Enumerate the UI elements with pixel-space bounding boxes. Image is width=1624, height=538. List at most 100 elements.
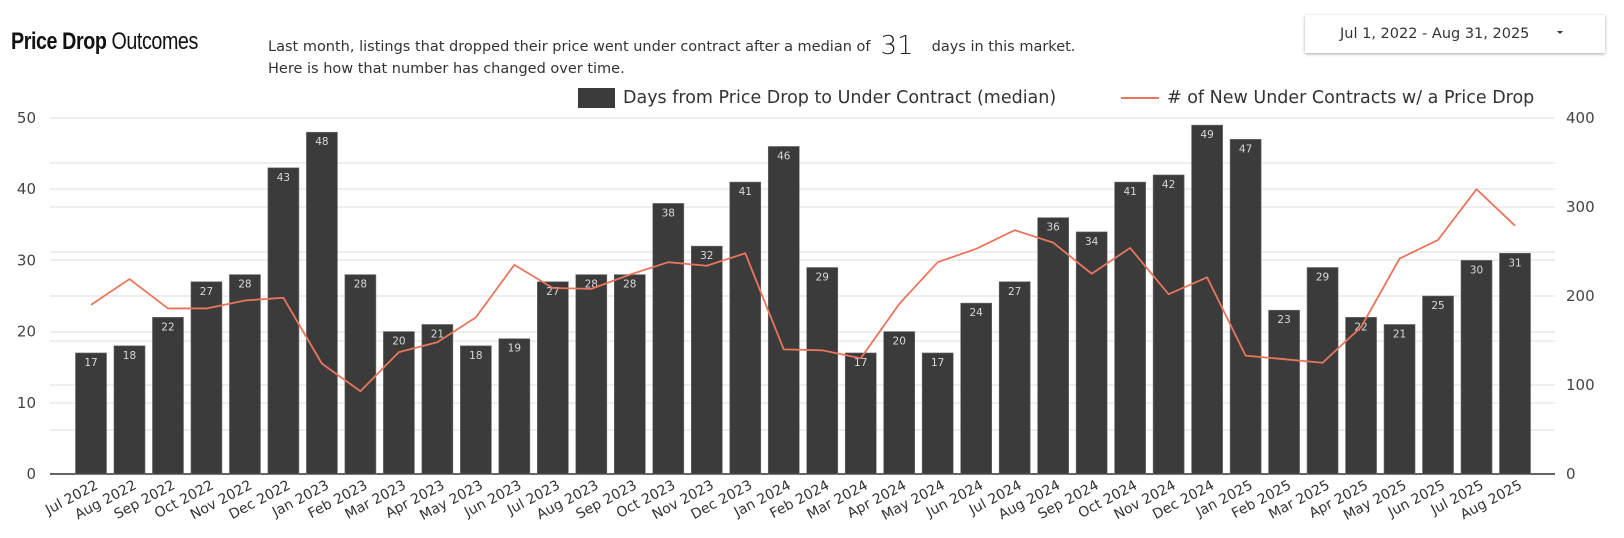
y-right-tick-label: 400 [1566, 109, 1595, 127]
y-left-tick-label: 40 [17, 180, 36, 198]
bar-value-label: 21 [431, 328, 444, 340]
bar-value-label: 23 [1277, 314, 1290, 326]
bar [306, 131, 338, 475]
bar [729, 181, 762, 475]
bar [229, 274, 261, 475]
bar-value-label: 27 [200, 286, 213, 298]
bar [75, 352, 107, 475]
bar-value-label: 25 [1431, 300, 1444, 312]
date-range-picker[interactable]: Jul 1, 2022 - Aug 31, 2025 [1305, 15, 1605, 53]
bar-value-label: 28 [238, 279, 251, 291]
bar-value-label: 20 [893, 336, 906, 348]
y-axis-left: 0 10 20 30 40 50 [17, 109, 36, 483]
bar-value-label: 19 [508, 343, 521, 355]
y-right-tick-label: 0 [1566, 465, 1576, 483]
legend-line-swatch [1121, 97, 1159, 99]
bar-value-label: 24 [970, 307, 984, 319]
bar-value-label: 18 [123, 350, 136, 362]
bar-value-label: 47 [1239, 143, 1252, 155]
bar-value-label: 17 [854, 357, 867, 369]
title-light: Outcomes [111, 28, 198, 55]
bar-value-label: 42 [1162, 179, 1175, 191]
description: Last month, listings that dropped their … [268, 32, 1075, 80]
bar [537, 281, 569, 475]
legend-bar-swatch [578, 88, 615, 108]
caret-down-icon [1557, 31, 1563, 34]
description-line-1: Last month, listings that dropped their … [268, 31, 1076, 61]
description-suffix: days in this market. [931, 39, 1076, 55]
bar [1268, 309, 1300, 475]
title-bold: Price Drop [11, 28, 107, 55]
bar [998, 281, 1031, 475]
bar-value-label: 29 [816, 272, 829, 284]
bar [921, 352, 954, 475]
legend-item-line[interactable]: # of New Under Contracts w/ a Price Drop [1121, 88, 1534, 108]
bar-value-label: 28 [623, 279, 636, 291]
bar-value-label: 41 [739, 186, 752, 198]
legend-item-bars[interactable]: Days from Price Drop to Under Contract (… [578, 88, 1056, 108]
bar-value-label: 48 [315, 136, 328, 148]
bar [1152, 174, 1185, 475]
bar [421, 324, 454, 475]
bar [460, 345, 492, 475]
bar [344, 274, 377, 475]
bar [806, 267, 839, 475]
bar [960, 302, 992, 475]
bar-value-label: 21 [1393, 328, 1406, 340]
y-left-tick-label: 30 [17, 251, 36, 269]
bar-value-label: 32 [700, 250, 713, 262]
bar-value-label: 43 [277, 172, 290, 184]
bar [652, 203, 685, 475]
y-right-tick-label: 200 [1566, 287, 1595, 305]
legend-bar-label: Days from Price Drop to Under Contract (… [623, 88, 1057, 108]
line-series [90, 188, 1516, 393]
y-left-tick-label: 10 [17, 394, 36, 412]
bar-value-label: 30 [1470, 264, 1483, 276]
bar [767, 146, 800, 475]
bar [1037, 217, 1069, 475]
bar [1499, 252, 1531, 475]
bar-value-label: 36 [1046, 222, 1060, 234]
bar-value-label: 17 [931, 357, 944, 369]
bar [113, 345, 146, 475]
y-right-tick-label: 100 [1566, 376, 1595, 394]
bar-value-label: 20 [392, 336, 405, 348]
description-prefix: Last month, listings that dropped their … [268, 39, 871, 55]
bar-value-label: 34 [1085, 236, 1099, 248]
y-left-tick-label: 0 [26, 465, 36, 483]
bar-value-label: 31 [1508, 257, 1521, 269]
description-line-2: Here is how that number has changed over… [268, 61, 625, 77]
bar [1229, 139, 1262, 475]
y-right-tick-label: 300 [1566, 198, 1595, 216]
bar [1345, 317, 1377, 475]
bar-value-label: 41 [1123, 186, 1136, 198]
bar-value-label: 18 [469, 350, 482, 362]
bar [152, 317, 184, 475]
legend-line-label: # of New Under Contracts w/ a Price Drop [1167, 88, 1535, 108]
median-days-value: 31 [880, 31, 914, 61]
bar [1306, 267, 1339, 475]
bar-value-label: 46 [777, 150, 791, 162]
bar-value-label: 28 [354, 279, 367, 291]
bars [75, 124, 1531, 475]
bar [1114, 181, 1146, 475]
y-axis-right: 0 100 200 300 400 [1566, 109, 1595, 483]
bar-value-label: 29 [1316, 272, 1329, 284]
bar-value-label: 38 [662, 207, 675, 219]
bar [1460, 260, 1493, 475]
bar-value-label: 17 [84, 357, 97, 369]
bar [614, 274, 646, 475]
line-path [90, 188, 1516, 393]
bar [498, 338, 531, 475]
bar [844, 352, 877, 475]
bar-value-label: 22 [161, 321, 174, 333]
bar [267, 167, 300, 475]
y-left-tick-label: 20 [17, 323, 36, 341]
bar [1383, 324, 1416, 475]
bar [575, 274, 608, 475]
gridlines [50, 117, 1555, 475]
bar-value-label: 27 [1008, 286, 1021, 298]
